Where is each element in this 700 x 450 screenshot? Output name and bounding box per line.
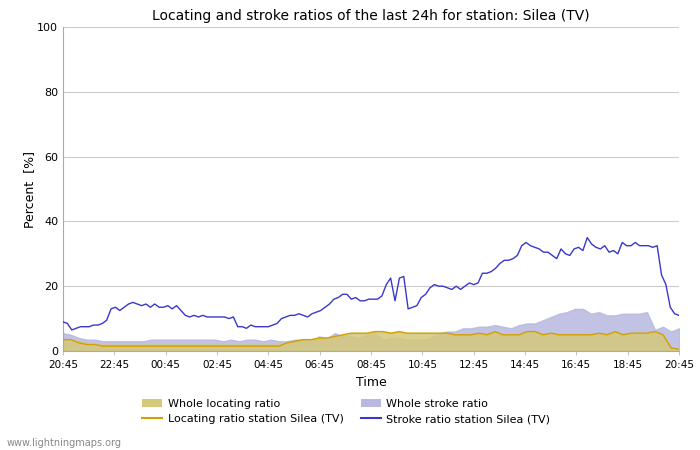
Y-axis label: Percent  [%]: Percent [%]: [22, 150, 36, 228]
Text: www.lightningmaps.org: www.lightningmaps.org: [7, 438, 122, 448]
X-axis label: Time: Time: [356, 376, 386, 389]
Title: Locating and stroke ratios of the last 24h for station: Silea (TV): Locating and stroke ratios of the last 2…: [152, 9, 590, 23]
Legend: Whole locating ratio, Locating ratio station Silea (TV), Whole stroke ratio, Str: Whole locating ratio, Locating ratio sta…: [143, 399, 550, 424]
